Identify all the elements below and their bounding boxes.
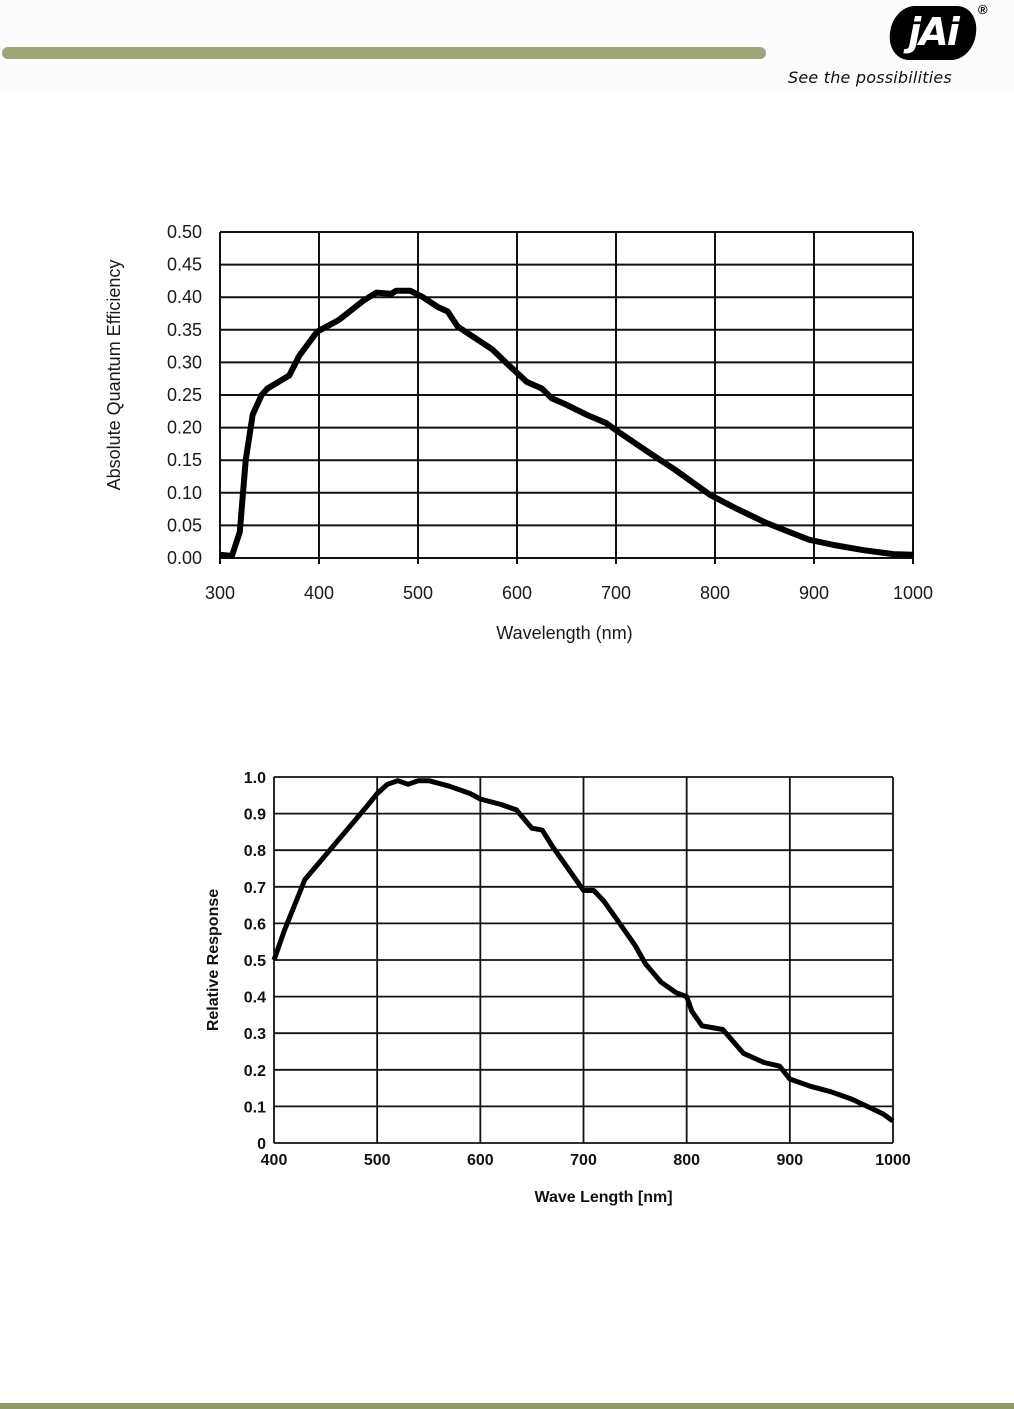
c1-x-tick-label: 600 (502, 583, 532, 603)
c1-series-line (219, 287, 914, 559)
c1-y-tick-label: 0.50 (167, 222, 202, 242)
c1-x-tick-label: 700 (601, 583, 631, 603)
registered-mark: ® (978, 2, 988, 17)
qe-chart-tick-labels: 0.00 0.05 0.10 0.15 0.20 0.25 0.30 0.35 0.40 0.45… (167, 222, 933, 603)
header-accent-bar (2, 47, 766, 59)
c1-y-tick-label: 0.40 (167, 287, 202, 307)
qe-chart-series (219, 287, 914, 559)
c1-y-tick-label: 0.15 (167, 450, 202, 470)
c1-x-tick-label: 900 (799, 583, 829, 603)
c1-y-tick-label: 0.10 (167, 483, 202, 503)
qe-chart-grid (219, 231, 914, 564)
c1-y-tick-label: 0.25 (167, 385, 202, 405)
c1-x-tick-label: 500 (403, 583, 433, 603)
c1-x-tick-label: 400 (304, 583, 334, 603)
logo-text: jAi (908, 10, 959, 54)
c1-y-tick-label: 0.45 (167, 255, 202, 275)
jai-logo: jAi (887, 4, 980, 62)
tagline: See the possibilities (788, 68, 952, 87)
qe-chart-x-axis-label: Wavelength (nm) (496, 623, 632, 643)
c1-y-tick-label: 0.20 (167, 418, 202, 438)
c1-y-tick-label: 0.35 (167, 320, 202, 340)
c1-x-tick-label: 1000 (893, 583, 933, 603)
c1-x-tick-label: 800 (700, 583, 730, 603)
c1-y-tick-label: 0.05 (167, 515, 202, 535)
c1-x-tick-label: 300 (205, 583, 235, 603)
page-header (0, 0, 1014, 92)
qe-chart-y-axis-label: Absolute Quantum Efficiency (104, 260, 124, 491)
c1-y-tick-label: 0.00 (167, 548, 202, 568)
footer-accent-bar (0, 1403, 1014, 1409)
c1-y-tick-label: 0.30 (167, 352, 202, 372)
